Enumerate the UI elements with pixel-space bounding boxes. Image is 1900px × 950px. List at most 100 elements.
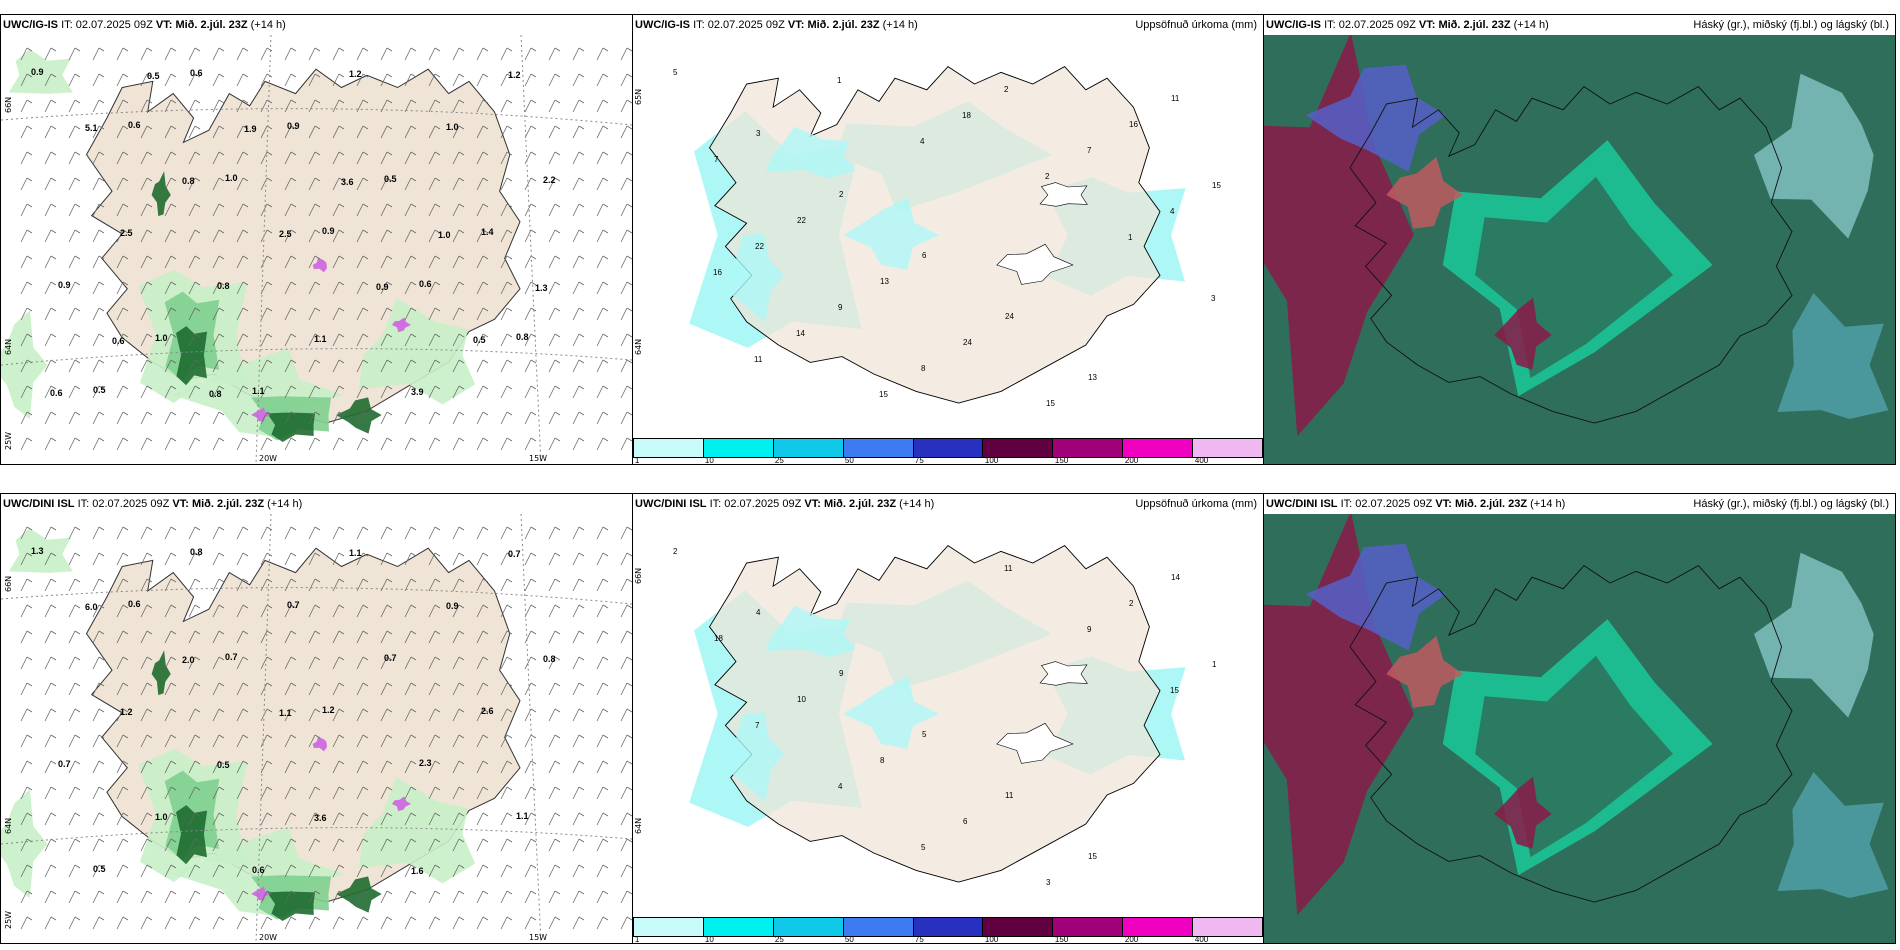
wind-barb	[116, 760, 129, 774]
wind-barb	[116, 916, 129, 930]
axis-label: 64N	[634, 818, 643, 834]
wind-barb	[428, 203, 441, 217]
wind-barb	[356, 255, 369, 269]
wind-barb	[380, 890, 393, 904]
accum-value: 8	[921, 364, 926, 373]
wind-barb	[428, 229, 441, 243]
wind-barb	[260, 333, 273, 347]
wind-barb	[164, 760, 177, 774]
wind-barb	[524, 682, 537, 696]
wind-barb	[500, 890, 513, 904]
wind-barb	[284, 734, 297, 748]
wind-barb	[92, 864, 105, 878]
wind-barb	[428, 333, 441, 347]
precip-value: 3.6	[314, 813, 327, 823]
colorbar-tick-label: 200	[1124, 935, 1139, 944]
wind-barb	[44, 359, 57, 373]
wind-barb	[44, 125, 57, 139]
wind-barb	[452, 890, 465, 904]
wind-barb	[572, 307, 585, 321]
wind-barb	[236, 864, 249, 878]
precip-area	[151, 650, 171, 696]
wind-barb	[44, 281, 57, 295]
precip-value: 0.6	[190, 68, 203, 78]
wind-barb	[188, 578, 201, 592]
wind-barb	[452, 630, 465, 644]
accum-value: 22	[755, 242, 764, 251]
wind-barb	[164, 125, 177, 139]
wind-barb	[92, 760, 105, 774]
wind-barb	[524, 255, 537, 269]
wind-barb	[620, 125, 632, 139]
wind-barb	[284, 656, 297, 670]
wind-barb	[188, 734, 201, 748]
precip-value: 1.4	[481, 227, 494, 237]
precip-value: 0.5	[93, 864, 106, 874]
wind-barb	[572, 125, 585, 139]
wind-barb	[20, 604, 33, 618]
colorbar-tick-label: 200	[1124, 456, 1139, 465]
wind-barb	[548, 151, 561, 165]
precip-value: 2.5	[120, 228, 133, 238]
wind-barb	[356, 812, 369, 826]
wind-barb	[212, 359, 225, 373]
precip-area	[176, 805, 208, 865]
wind-barb	[452, 526, 465, 540]
wind-barb	[140, 73, 153, 87]
colorbar-cell	[983, 918, 1054, 936]
wind-barb	[476, 708, 489, 722]
colorbar-cells	[633, 917, 1263, 937]
wind-barb	[380, 229, 393, 243]
cloud-area	[1305, 64, 1447, 172]
wind-barb	[428, 656, 441, 670]
wind-barb	[356, 177, 369, 191]
wind-barb	[452, 760, 465, 774]
wind-barb	[20, 125, 33, 139]
wind-barb	[92, 411, 105, 425]
wind-barb	[524, 604, 537, 618]
wind-barb	[620, 203, 632, 217]
wind-barb	[44, 630, 57, 644]
wind-barb	[332, 916, 345, 930]
wind-barb	[500, 307, 513, 321]
axis-label: 65N	[634, 89, 643, 105]
wind-barb	[500, 630, 513, 644]
wind-barb	[212, 708, 225, 722]
wind-barb	[308, 760, 321, 774]
wind-barb	[284, 890, 297, 904]
wind-barb	[188, 255, 201, 269]
wind-barb	[116, 203, 129, 217]
accum-value: 2	[673, 547, 678, 556]
axis-label: 64N	[634, 339, 643, 355]
wind-barb	[68, 307, 81, 321]
wind-barb	[500, 604, 513, 618]
wind-barb	[428, 526, 441, 540]
wind-barb	[572, 281, 585, 295]
wind-barb	[44, 411, 57, 425]
wind-barb	[452, 708, 465, 722]
wind-barb	[404, 838, 417, 852]
wind-barb	[524, 656, 537, 670]
wind-barb	[620, 838, 632, 852]
wind-barb	[188, 411, 201, 425]
wind-barb	[284, 682, 297, 696]
map-title: Uppsöfnuð úrkoma (mm)	[1135, 19, 1257, 31]
accum-value: 1	[1212, 660, 1217, 669]
precip-value: 0.6	[50, 388, 63, 398]
wind-barb	[20, 255, 33, 269]
wind-barb	[524, 916, 537, 930]
wind-barb	[236, 359, 249, 373]
accum-value: 13	[1088, 373, 1097, 382]
wind-barb	[68, 656, 81, 670]
wind-barb	[380, 151, 393, 165]
wind-barb	[572, 385, 585, 399]
wind-barb	[452, 73, 465, 87]
wind-barb	[332, 864, 345, 878]
wind-barb	[140, 630, 153, 644]
panel-header: UWC/IG-IS IT: 02.07.2025 09Z VT: Mið. 2.…	[1264, 15, 1895, 35]
iceland-coastline	[1349, 565, 1793, 903]
wind-barb	[20, 578, 33, 592]
wind-barb	[308, 526, 321, 540]
wind-barb	[596, 177, 609, 191]
wind-barb	[620, 385, 632, 399]
